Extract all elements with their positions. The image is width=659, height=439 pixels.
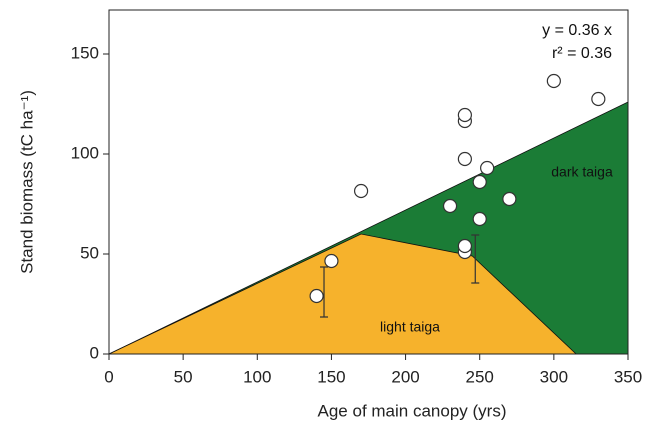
x-tick-label: 0	[104, 367, 113, 386]
y-tick-label: 150	[71, 43, 99, 62]
x-tick-label: 150	[317, 367, 345, 386]
error-bar	[471, 234, 480, 284]
data-point	[546, 73, 561, 89]
data-point	[457, 151, 472, 167]
area-label: dark taiga	[551, 164, 613, 180]
data-point	[353, 183, 369, 199]
x-tick-label: 300	[540, 367, 568, 386]
data-point	[480, 160, 495, 176]
annotation: r² = 0.36	[552, 45, 612, 62]
error-bar	[320, 266, 329, 318]
y-axis-label: Stand biomass (tC ha⁻¹)	[17, 90, 36, 274]
data-point	[502, 191, 517, 207]
x-tick-label: 50	[174, 367, 193, 386]
plot-frame	[108, 9, 629, 355]
data-point	[309, 288, 324, 304]
data-point	[591, 91, 606, 107]
y-tick-label: 0	[90, 343, 99, 362]
x-axis-label: Age of main canopy (yrs)	[318, 401, 507, 420]
y-tick-label: 100	[71, 143, 99, 162]
data-point	[442, 198, 458, 214]
data-point	[457, 107, 472, 123]
y-tick-label: 50	[80, 243, 99, 262]
data-point	[472, 211, 487, 227]
x-tick-label: 250	[466, 367, 494, 386]
x-tick-label: 100	[243, 367, 271, 386]
data-point	[324, 253, 339, 269]
data-point	[472, 174, 487, 190]
x-tick-label: 350	[614, 367, 642, 386]
x-tick-label: 200	[391, 367, 419, 386]
area-label: light taiga	[380, 319, 440, 335]
annotation: y = 0.36 x	[542, 22, 612, 39]
data-point	[457, 238, 472, 254]
